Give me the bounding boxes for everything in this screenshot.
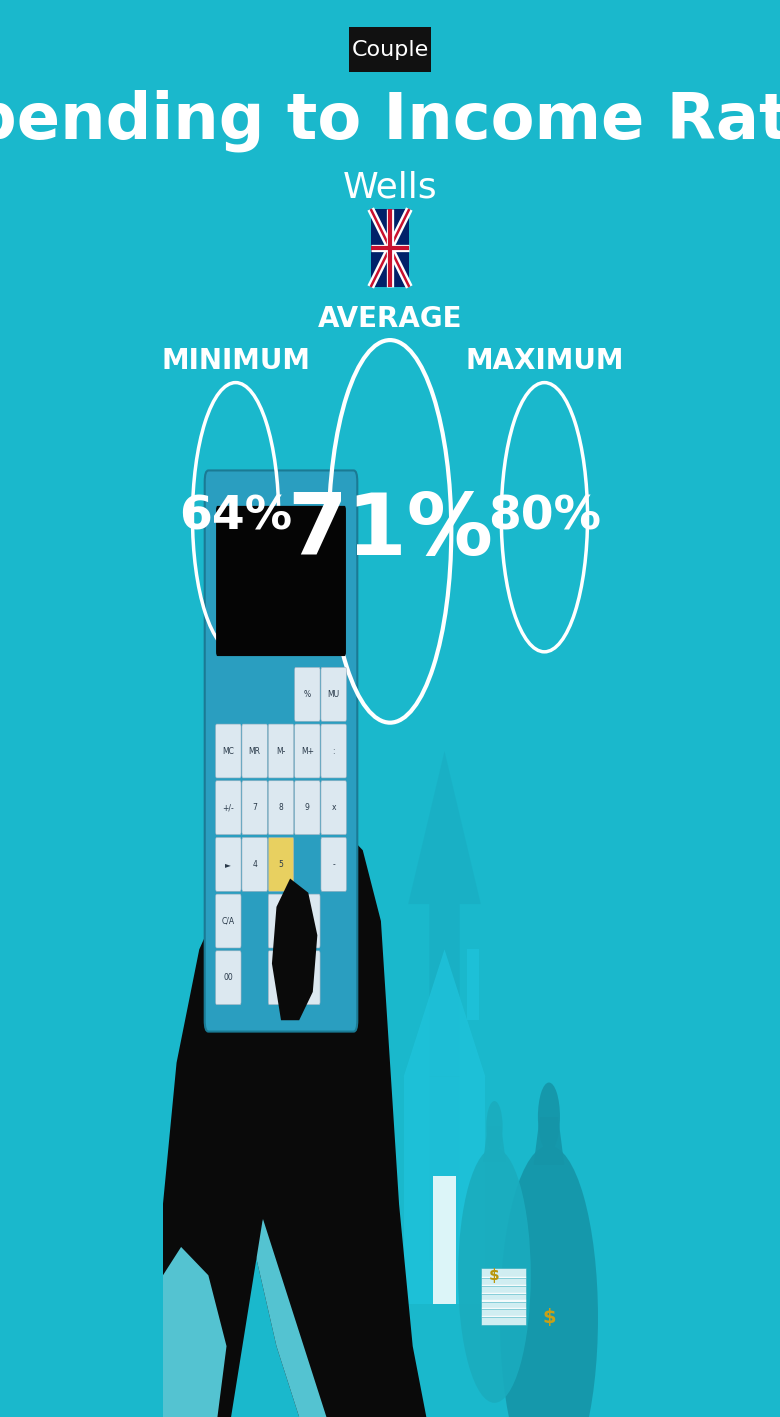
FancyBboxPatch shape	[321, 781, 346, 835]
FancyBboxPatch shape	[215, 894, 241, 948]
Text: Wells: Wells	[342, 170, 438, 204]
FancyBboxPatch shape	[216, 506, 346, 656]
Text: 64%: 64%	[179, 495, 292, 540]
FancyBboxPatch shape	[268, 837, 294, 891]
Polygon shape	[433, 1176, 456, 1304]
Polygon shape	[254, 1219, 326, 1417]
FancyBboxPatch shape	[268, 781, 294, 835]
Ellipse shape	[458, 1148, 530, 1403]
FancyBboxPatch shape	[480, 1284, 526, 1294]
FancyBboxPatch shape	[295, 894, 320, 948]
FancyBboxPatch shape	[321, 667, 346, 721]
Polygon shape	[467, 949, 479, 1020]
Polygon shape	[245, 822, 427, 1417]
Text: Couple: Couple	[351, 40, 429, 60]
Text: $: $	[489, 1268, 500, 1282]
Text: 71%: 71%	[287, 490, 493, 572]
FancyBboxPatch shape	[204, 470, 357, 1032]
FancyBboxPatch shape	[215, 951, 241, 1005]
FancyBboxPatch shape	[295, 667, 320, 721]
FancyBboxPatch shape	[242, 837, 268, 891]
Text: +/-: +/-	[222, 803, 234, 812]
FancyBboxPatch shape	[480, 1306, 526, 1318]
Polygon shape	[403, 1077, 485, 1304]
Polygon shape	[163, 1247, 226, 1417]
FancyBboxPatch shape	[268, 951, 294, 1005]
FancyBboxPatch shape	[215, 724, 241, 778]
Polygon shape	[403, 949, 485, 1077]
Text: 80%: 80%	[488, 495, 601, 540]
Text: 3: 3	[305, 917, 310, 925]
Text: AVERAGE: AVERAGE	[317, 305, 463, 333]
Text: 2: 2	[278, 917, 283, 925]
Ellipse shape	[500, 1145, 598, 1417]
FancyBboxPatch shape	[215, 781, 241, 835]
FancyBboxPatch shape	[480, 1292, 526, 1301]
Text: 9: 9	[305, 803, 310, 812]
Text: M+: M+	[301, 747, 314, 755]
FancyBboxPatch shape	[480, 1299, 526, 1309]
Text: ►: ►	[225, 860, 231, 869]
Polygon shape	[163, 808, 367, 1417]
Text: M-: M-	[276, 747, 285, 755]
FancyBboxPatch shape	[242, 724, 268, 778]
Circle shape	[486, 1101, 502, 1152]
Text: $: $	[542, 1308, 556, 1328]
Polygon shape	[408, 751, 480, 1261]
Text: x: x	[332, 803, 336, 812]
Text: MC: MC	[222, 747, 234, 755]
FancyBboxPatch shape	[268, 894, 294, 948]
Text: %: %	[303, 690, 311, 699]
Text: :: :	[332, 747, 335, 755]
Text: 00: 00	[223, 973, 233, 982]
Text: 7: 7	[252, 803, 257, 812]
FancyBboxPatch shape	[295, 951, 320, 1005]
Text: .: .	[280, 973, 282, 982]
Polygon shape	[303, 808, 367, 1261]
Text: Spending to Income Ratio: Spending to Income Ratio	[0, 89, 780, 152]
Text: MU: MU	[328, 690, 340, 699]
Polygon shape	[534, 1117, 564, 1165]
FancyBboxPatch shape	[268, 724, 294, 778]
Polygon shape	[483, 1127, 505, 1162]
FancyBboxPatch shape	[480, 1315, 526, 1325]
Text: 4: 4	[252, 860, 257, 869]
FancyBboxPatch shape	[242, 781, 268, 835]
Polygon shape	[272, 879, 317, 1020]
FancyBboxPatch shape	[321, 837, 346, 891]
Text: -: -	[332, 860, 335, 869]
FancyBboxPatch shape	[321, 724, 346, 778]
Text: MAXIMUM: MAXIMUM	[465, 347, 624, 376]
Circle shape	[538, 1083, 560, 1152]
Text: MR: MR	[249, 747, 261, 755]
Text: 5: 5	[278, 860, 283, 869]
Text: C/A: C/A	[222, 917, 235, 925]
FancyBboxPatch shape	[480, 1275, 526, 1287]
FancyBboxPatch shape	[370, 210, 410, 286]
FancyBboxPatch shape	[349, 27, 431, 72]
Text: 0: 0	[305, 973, 310, 982]
Text: 8: 8	[278, 803, 283, 812]
FancyBboxPatch shape	[295, 724, 320, 778]
Text: MINIMUM: MINIMUM	[161, 347, 310, 376]
FancyBboxPatch shape	[295, 781, 320, 835]
FancyBboxPatch shape	[215, 837, 241, 891]
FancyBboxPatch shape	[480, 1268, 526, 1278]
